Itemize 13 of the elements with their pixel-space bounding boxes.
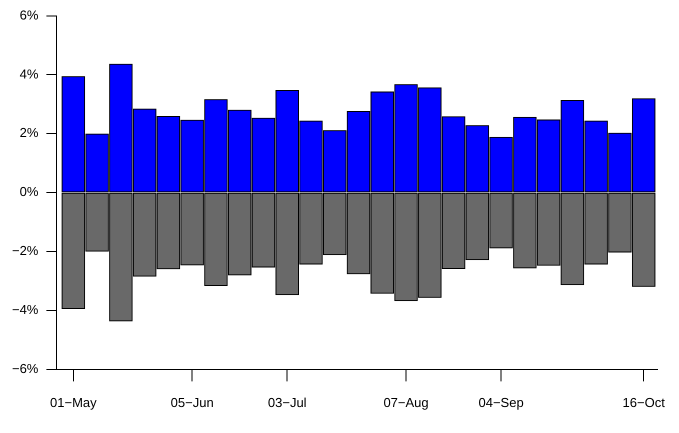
y-tick-label: 0%: [20, 184, 39, 200]
x-tick-label: 16−Oct: [622, 394, 666, 410]
y-tick-label: −4%: [12, 302, 39, 318]
y-tick-label: 6%: [20, 7, 39, 22]
x-tick-label: 05−Jun: [170, 394, 214, 410]
y-tick-label: 2%: [20, 125, 39, 140]
x-tick-label: 01−May: [50, 394, 98, 410]
y-tick-label: 4%: [20, 66, 39, 82]
x-tick-label: 03−Jul: [268, 394, 307, 410]
x-tick-label: 07−Aug: [383, 394, 429, 410]
y-tick-label: −6%: [12, 360, 39, 376]
y-tick-label: −2%: [12, 243, 39, 258]
x-tick-label: 04−Sep: [478, 394, 524, 410]
